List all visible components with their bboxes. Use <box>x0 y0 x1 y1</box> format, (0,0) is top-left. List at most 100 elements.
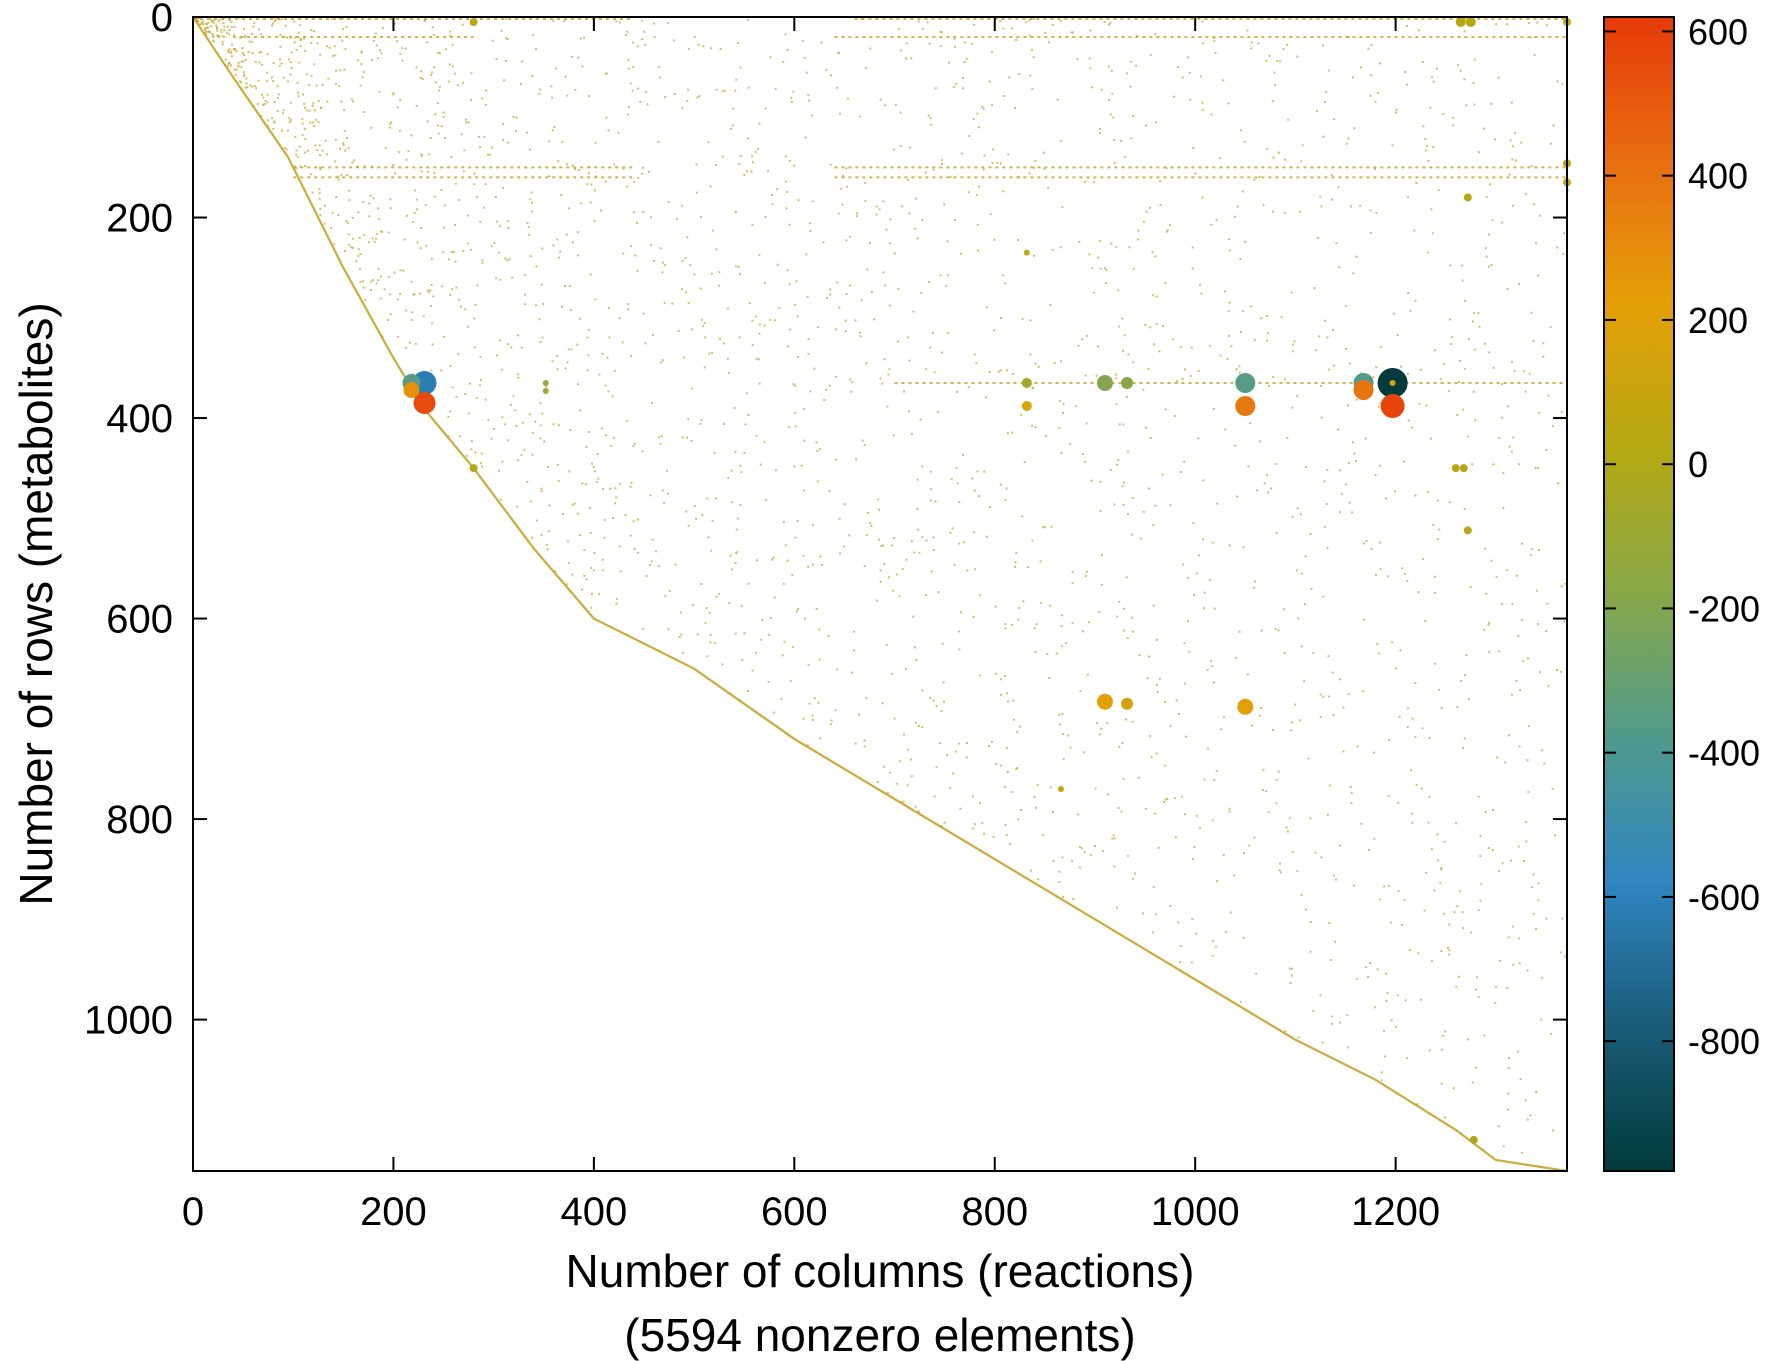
nonzero-entry <box>228 28 231 31</box>
nonzero-entry <box>564 367 567 370</box>
nonzero-entry <box>244 58 247 61</box>
nonzero-entry <box>1463 737 1466 740</box>
nonzero-entry <box>1414 736 1417 738</box>
nonzero-entry <box>1455 822 1458 825</box>
nonzero-entry <box>838 306 841 309</box>
nonzero-entry <box>1049 786 1052 789</box>
nonzero-entry <box>520 346 523 349</box>
nonzero-entry <box>1406 580 1409 582</box>
nonzero-entry <box>211 32 214 35</box>
nonzero-entry <box>829 163 832 166</box>
nonzero-entry <box>1243 140 1246 143</box>
nonzero-entry <box>1410 769 1412 772</box>
nonzero-entry <box>947 274 950 277</box>
nonzero-entry <box>1300 160 1303 163</box>
nonzero-entry <box>865 362 868 365</box>
nonzero-entry <box>644 342 647 345</box>
nonzero-entry <box>825 388 828 391</box>
nonzero-entry <box>1432 523 1435 526</box>
nonzero-entry <box>1537 882 1540 885</box>
nonzero-entry <box>865 697 868 700</box>
nonzero-entry <box>1317 236 1320 239</box>
nonzero-entry <box>267 124 269 127</box>
nonzero-entry <box>734 561 737 564</box>
nonzero-entry <box>1198 981 1201 984</box>
nonzero-entry <box>532 34 535 37</box>
nonzero-entry <box>410 280 413 283</box>
nonzero-entry <box>629 82 632 85</box>
nonzero-entry <box>1325 91 1328 94</box>
nonzero-entry <box>858 713 860 716</box>
nonzero-entry <box>778 306 781 309</box>
nonzero-entry <box>1508 1057 1511 1060</box>
nonzero-entry <box>301 118 304 121</box>
nonzero-entry <box>299 45 302 48</box>
nonzero-entry <box>1034 160 1037 162</box>
nonzero-entry <box>754 315 757 318</box>
nonzero-entry <box>1375 573 1377 576</box>
nonzero-entry <box>530 210 533 213</box>
nonzero-entry <box>981 106 984 108</box>
nonzero-entry <box>1262 768 1265 771</box>
nonzero-entry <box>1411 821 1414 824</box>
nonzero-entry <box>1377 92 1380 94</box>
nonzero-entry <box>726 357 729 360</box>
nonzero-entry <box>1404 999 1407 1002</box>
nonzero-entry <box>1443 912 1446 915</box>
x-tick-label: 600 <box>761 1190 828 1234</box>
nonzero-entry <box>1086 673 1089 676</box>
nonzero-entry <box>1438 688 1441 691</box>
nonzero-entry <box>1319 195 1322 198</box>
nonzero-entry <box>786 191 789 193</box>
nonzero-entry <box>567 348 570 351</box>
nonzero-entry <box>346 222 349 224</box>
nonzero-entry <box>490 146 493 149</box>
nonzero-entry <box>1239 258 1242 261</box>
nonzero-entry <box>956 390 959 393</box>
colorbar-tick-label: -200 <box>1688 588 1760 629</box>
nonzero-entry <box>226 66 229 69</box>
nonzero-entry <box>1293 340 1296 343</box>
nonzero-entry <box>362 111 365 113</box>
nonzero-entry <box>287 129 289 132</box>
nonzero-entry <box>958 648 961 651</box>
nonzero-entry <box>704 336 707 339</box>
nonzero-entry <box>678 636 681 639</box>
nonzero-entry <box>1332 713 1335 716</box>
nonzero-entry <box>1457 380 1460 383</box>
nonzero-entry <box>1215 769 1218 772</box>
nonzero-entry <box>963 41 966 44</box>
nonzero-entry <box>1113 865 1116 868</box>
nonzero-entry <box>1551 787 1554 790</box>
nonzero-entry <box>982 168 985 171</box>
nonzero-entry <box>1320 384 1322 387</box>
nonzero-entry <box>280 18 283 21</box>
nonzero-entry <box>1347 404 1350 407</box>
nonzero-entry <box>1429 106 1432 109</box>
nonzero-entry <box>1269 487 1272 490</box>
nonzero-entry <box>577 254 580 257</box>
nonzero-entry <box>1390 1019 1393 1022</box>
nonzero-entry <box>850 390 853 393</box>
nonzero-entry <box>879 377 882 380</box>
nonzero-entry <box>566 94 569 97</box>
nonzero-entry <box>802 408 805 411</box>
nonzero-entry <box>1228 807 1231 810</box>
nonzero-entry <box>254 85 257 88</box>
nonzero-entry <box>916 237 919 240</box>
nonzero-entry <box>1179 945 1182 947</box>
nonzero-entry <box>378 90 381 93</box>
nonzero-entry <box>827 635 830 637</box>
nonzero-entry <box>1303 680 1306 683</box>
nonzero-entry <box>1272 729 1274 732</box>
nonzero-entry <box>1011 791 1014 793</box>
nonzero-entry <box>947 332 950 335</box>
nonzero-entry <box>887 373 890 376</box>
nonzero-entry <box>310 29 313 32</box>
nonzero-entry <box>914 805 917 808</box>
nonzero-entry <box>755 357 758 360</box>
nonzero-entry <box>375 44 378 47</box>
nonzero-entry <box>1236 495 1238 498</box>
nonzero-entry <box>226 31 228 34</box>
nonzero-entry <box>983 154 986 157</box>
